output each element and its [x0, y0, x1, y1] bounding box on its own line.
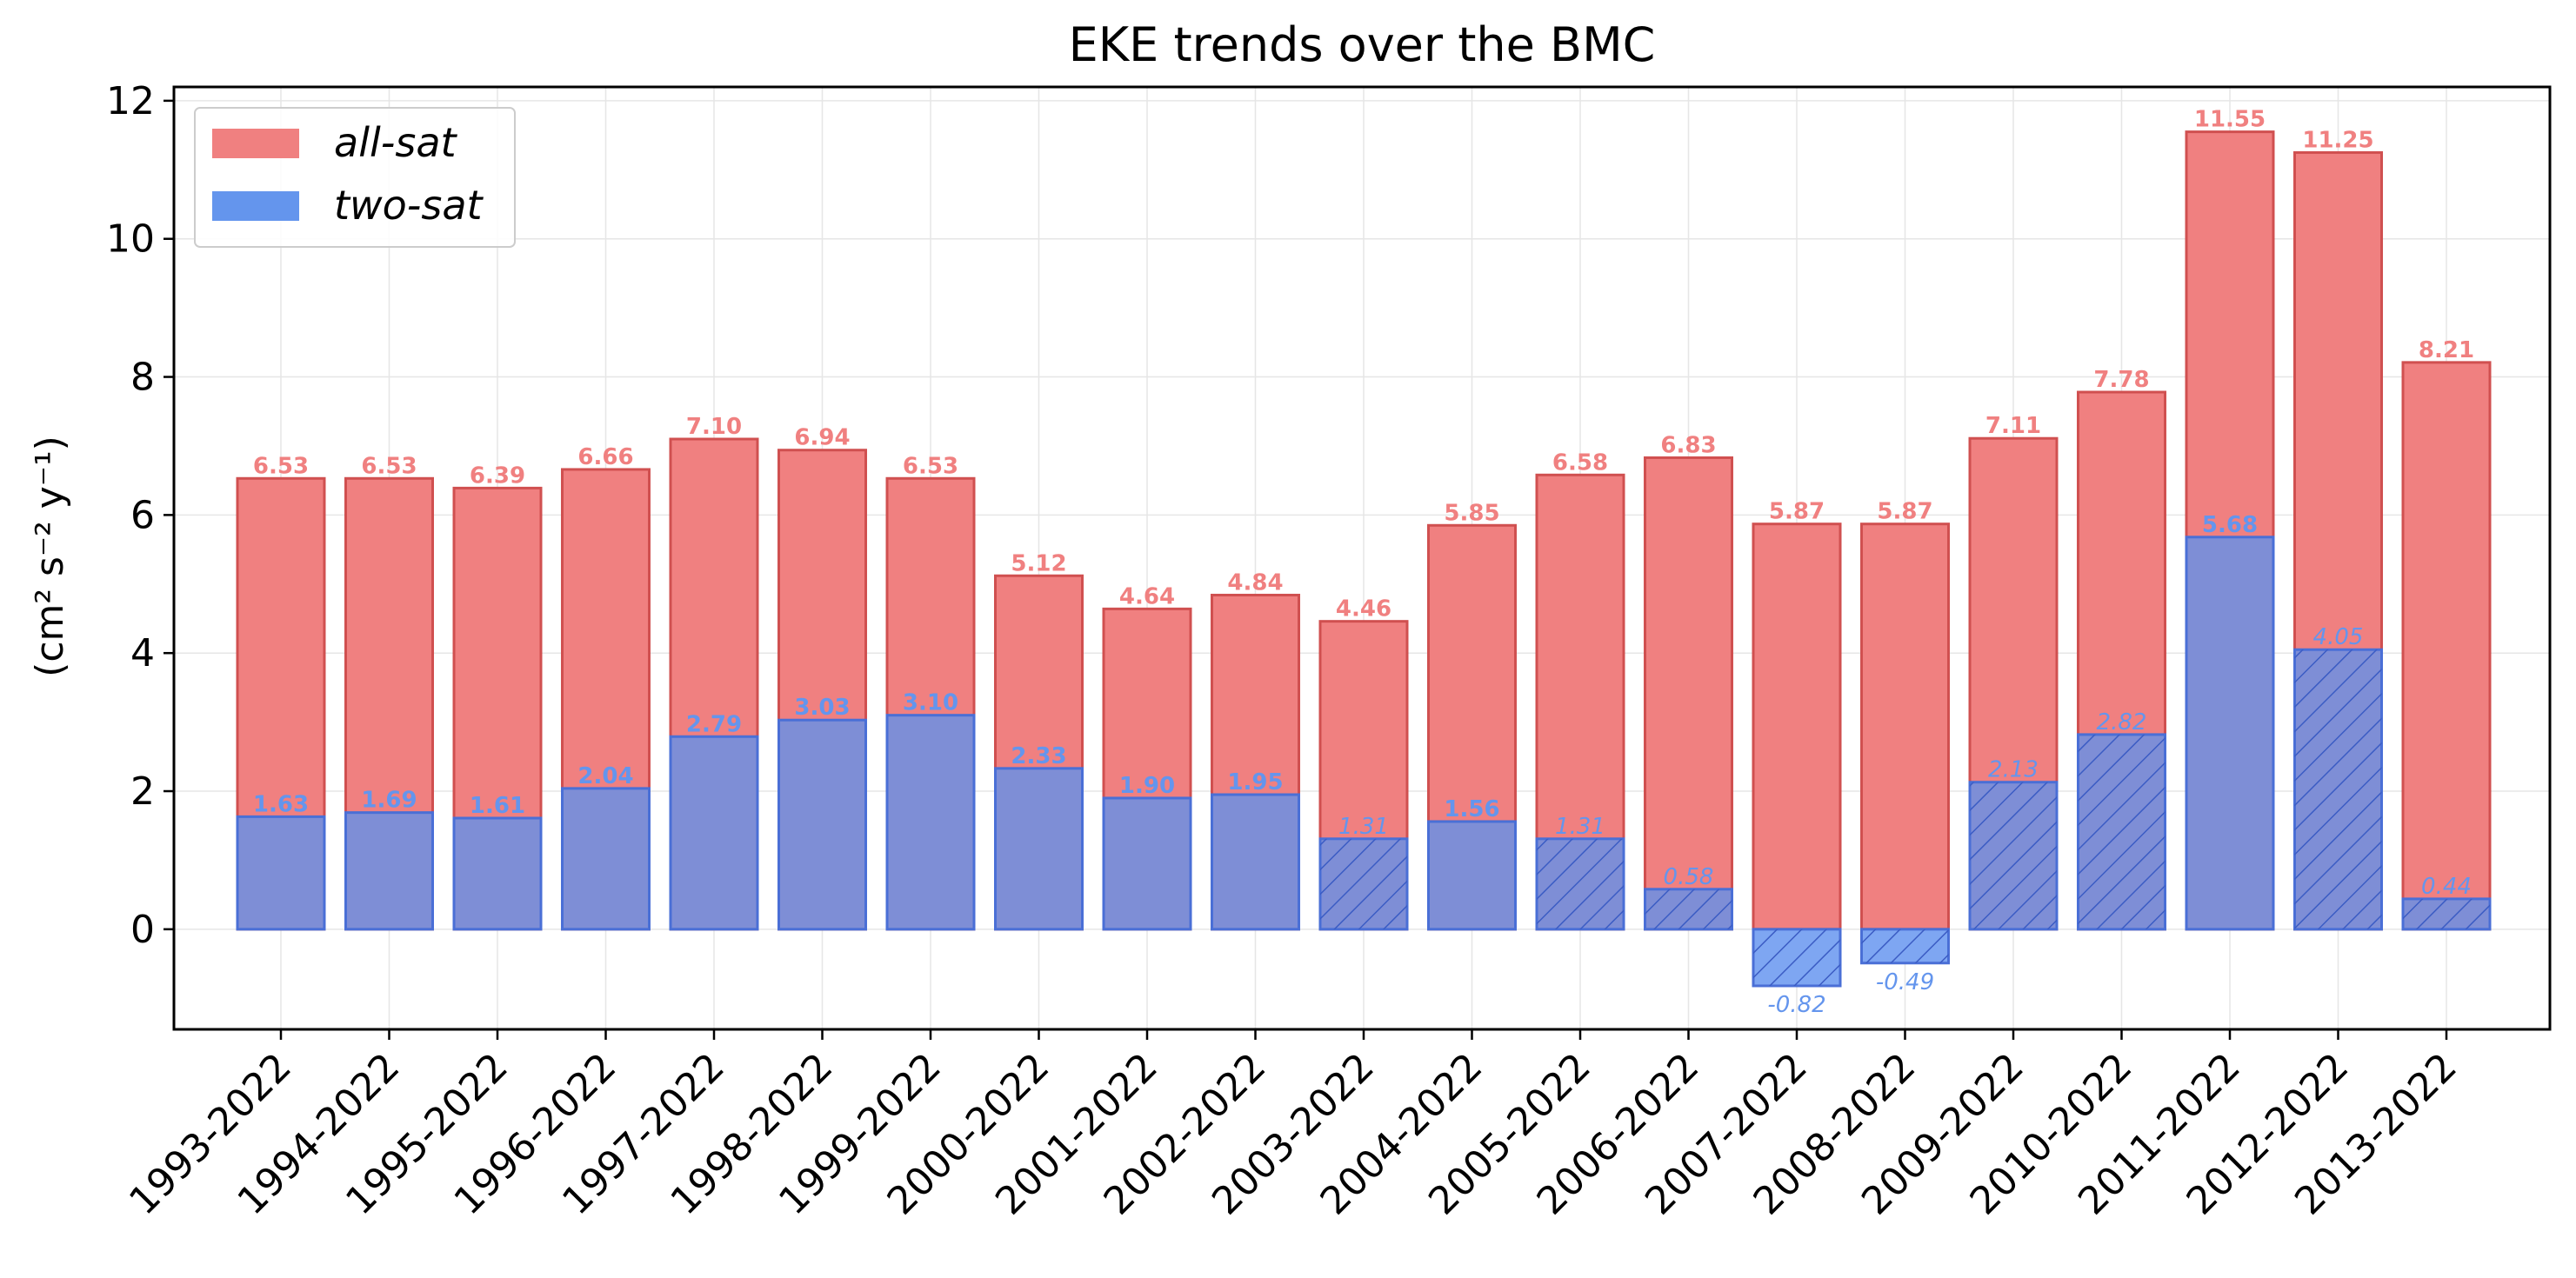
- value-label-all-sat: 5.87: [1769, 499, 1825, 525]
- bar-two-sat-hatch: [2078, 734, 2166, 929]
- bar-all-sat: [1644, 456, 1733, 931]
- bar-two-sat: [885, 714, 976, 931]
- value-label-two-sat: 3.10: [903, 690, 958, 716]
- y-tick-label: 8: [130, 356, 155, 400]
- value-label-two-sat: 2.04: [577, 763, 633, 789]
- plot-frame: [172, 85, 2552, 1031]
- value-label-two-sat: 5.68: [2202, 512, 2258, 538]
- bar-all-sat: [1752, 523, 1842, 931]
- value-label-two-sat: 4.05: [2313, 624, 2364, 650]
- bar-two-sat-hatch: [1753, 929, 1840, 986]
- legend-swatch-two-sat: [212, 191, 299, 221]
- bar-two-sat: [561, 787, 651, 931]
- value-label-all-sat: 5.85: [1444, 500, 1499, 526]
- y-tick-label: 6: [130, 493, 155, 537]
- bar-two-sat-hatch: [1861, 929, 1949, 963]
- bars: [236, 130, 2492, 988]
- chart-title: EKE trends over the BMC: [1069, 17, 1656, 72]
- bar-two-sat-hatch: [2403, 898, 2490, 929]
- bar-two-sat: [1427, 820, 1517, 931]
- value-label-two-sat: 2.33: [1011, 743, 1066, 769]
- value-label-all-sat: 7.78: [2093, 367, 2149, 393]
- value-label-all-sat: 11.55: [2194, 107, 2266, 133]
- value-label-two-sat: 1.90: [1119, 773, 1175, 799]
- value-label-all-sat: 6.53: [361, 453, 417, 479]
- value-label-two-sat: 1.61: [470, 793, 525, 819]
- value-label-two-sat: 1.56: [1444, 796, 1499, 822]
- bar-two-sat-hatch: [1320, 838, 1407, 929]
- legend-label-two-sat: two-sat: [334, 182, 484, 229]
- legend-swatch-all-sat: [212, 129, 299, 158]
- bar-two-sat: [669, 735, 759, 931]
- value-label-two-sat: -0.49: [1876, 969, 1934, 995]
- value-label-all-sat: 7.10: [686, 414, 742, 440]
- bar-two-sat: [777, 718, 867, 931]
- bar-all-sat: [2401, 361, 2492, 931]
- value-label-all-sat: 7.11: [1985, 413, 2041, 439]
- y-tick-label: 4: [130, 631, 155, 676]
- bar-two-sat-hatch: [1645, 889, 1732, 929]
- bar-two-sat-hatch: [1537, 838, 1624, 929]
- y-tick-label: 2: [130, 769, 155, 814]
- value-label-two-sat: -0.82: [1767, 992, 1825, 1018]
- value-label-all-sat: 6.53: [253, 453, 309, 479]
- value-label-two-sat: 2.79: [686, 711, 742, 737]
- value-label-all-sat: 6.39: [470, 463, 525, 489]
- value-label-two-sat: 1.69: [361, 788, 417, 814]
- value-label-all-sat: 6.83: [1660, 432, 1716, 458]
- y-tick-label: 0: [130, 908, 155, 952]
- y-axis-label: (cm² s⁻² y⁻¹): [28, 436, 72, 677]
- value-label-two-sat: 2.82: [2097, 709, 2147, 736]
- bar-two-sat: [2185, 536, 2275, 931]
- value-label-two-sat: 1.95: [1227, 769, 1283, 795]
- value-label-all-sat: 4.64: [1119, 583, 1175, 609]
- bar-two-sat: [452, 816, 543, 931]
- value-label-all-sat: 6.94: [794, 425, 850, 451]
- value-label-two-sat: 1.31: [1338, 814, 1389, 840]
- value-label-two-sat: 1.31: [1555, 814, 1605, 840]
- bar-two-sat-hatch: [1970, 782, 2057, 929]
- legend: all-sat two-sat: [194, 107, 516, 248]
- value-label-all-sat: 8.21: [2419, 337, 2474, 363]
- bar-two-sat: [344, 811, 434, 931]
- value-label-all-sat: 4.46: [1336, 596, 1391, 622]
- value-label-two-sat: 1.63: [253, 791, 309, 817]
- value-label-all-sat: 4.84: [1227, 569, 1283, 596]
- bar-two-sat: [236, 815, 326, 931]
- value-label-all-sat: 6.53: [903, 453, 958, 479]
- bar-two-sat-hatch: [2294, 649, 2382, 929]
- value-label-two-sat: 0.58: [1664, 864, 1714, 890]
- value-label-all-sat: 5.87: [1877, 499, 1932, 525]
- value-label-two-sat: 3.03: [794, 695, 850, 721]
- legend-label-all-sat: all-sat: [334, 119, 458, 166]
- value-label-all-sat: 6.58: [1552, 449, 1608, 476]
- y-tick-label: 12: [106, 79, 155, 123]
- y-tick-label: 10: [106, 217, 155, 262]
- value-label-all-sat: 11.25: [2302, 127, 2373, 153]
- value-label-all-sat: 5.12: [1011, 550, 1066, 576]
- bar-all-sat: [1860, 523, 1950, 931]
- bar-two-sat: [994, 767, 1084, 931]
- bar-two-sat: [1211, 793, 1300, 931]
- bar-two-sat: [1102, 796, 1192, 931]
- value-label-all-sat: 6.66: [577, 444, 633, 470]
- value-label-two-sat: 0.44: [2421, 874, 2472, 900]
- value-label-two-sat: 2.13: [1988, 757, 2039, 783]
- value-labels: 6.53 6.53 6.39 6.66 7.10 6.94 6.53 5.12 4.64 4.84…: [253, 107, 2474, 1018]
